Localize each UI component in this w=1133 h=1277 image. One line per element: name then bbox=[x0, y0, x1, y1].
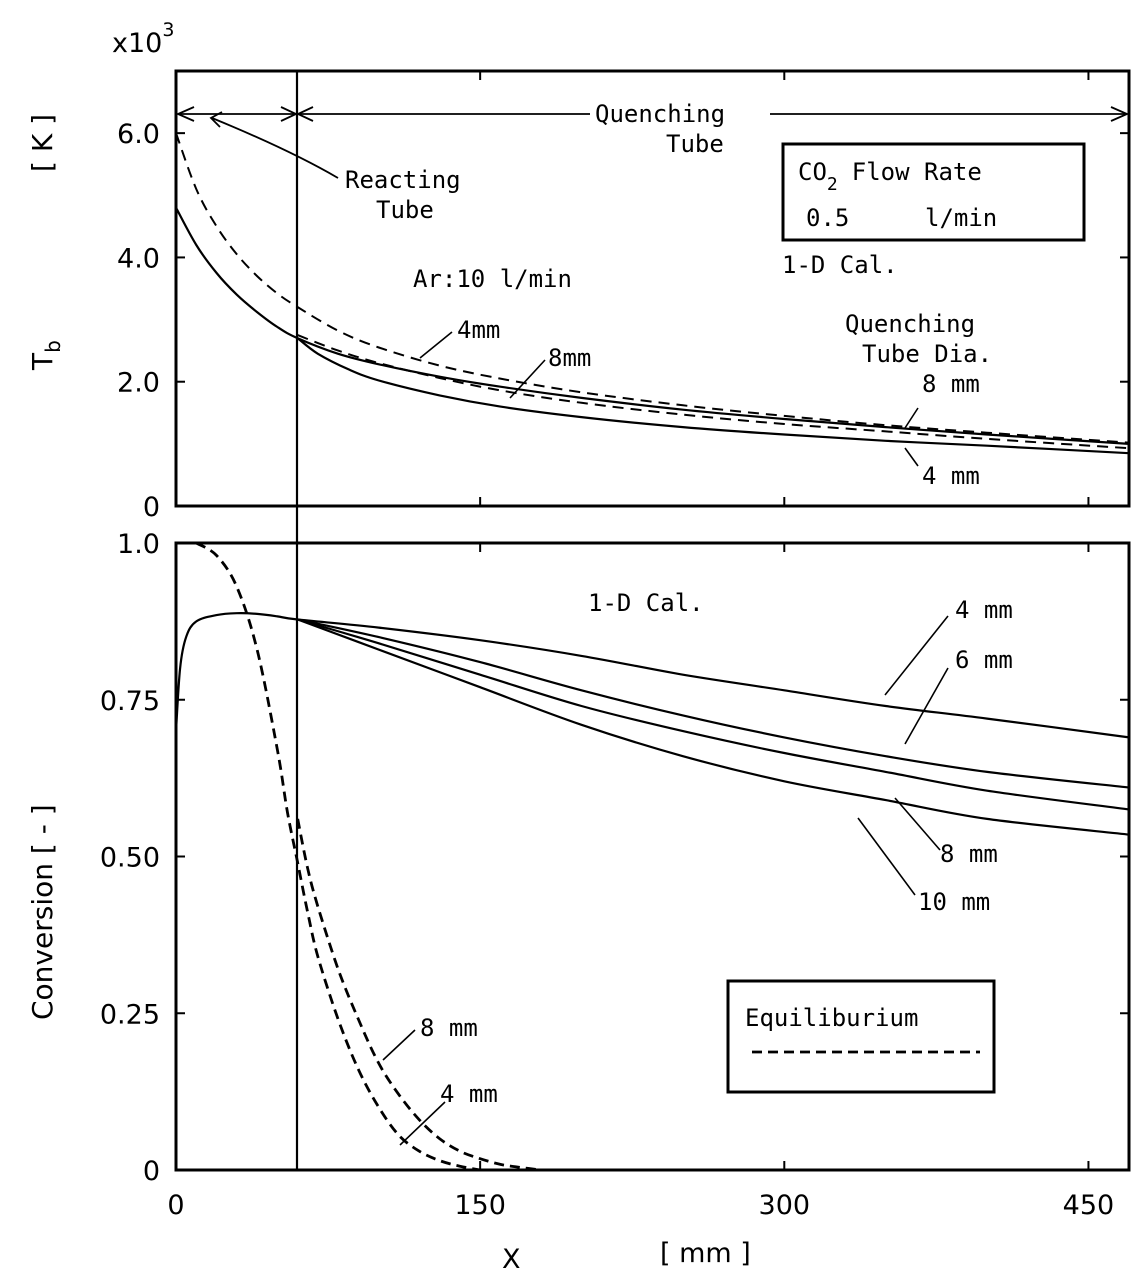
top-series-4mm bbox=[175, 132, 1130, 444]
top-dash-8mm-label: 8mm bbox=[548, 344, 591, 372]
eq-4mm-label: 4 mm bbox=[440, 1080, 498, 1108]
x-axis-unit: [ mm ] bbox=[660, 1238, 751, 1269]
top-ytick-label: 6.0 bbox=[117, 119, 160, 150]
top-cal-label: 1-D Cal. bbox=[782, 251, 898, 279]
bottom-series bbox=[174, 541, 1130, 1172]
bottom-xtick-label: 0 bbox=[167, 1190, 184, 1221]
top-scale-prefix: x103 bbox=[112, 19, 174, 59]
bottom-4mm-label: 4 mm bbox=[955, 596, 1013, 624]
top-series-8mm bbox=[297, 334, 1130, 450]
bottom-series-10-mm bbox=[297, 618, 1130, 836]
top-ticks bbox=[175, 71, 1129, 507]
reacting-label-1: Reacting bbox=[345, 166, 461, 194]
bottom-cal-label: 1-D Cal. bbox=[588, 589, 704, 617]
eq-8mm-label: 8 mm bbox=[420, 1014, 478, 1042]
bottom-ytick-label: 0.75 bbox=[100, 686, 160, 717]
top-ylabel: Tb bbox=[26, 340, 65, 371]
top-series bbox=[175, 132, 1130, 455]
co2-flow-value: 0.5 bbox=[806, 204, 849, 232]
bottom-series-8-mm bbox=[297, 618, 1130, 811]
bottom-xtick-labels: 0 150 300 450 bbox=[167, 1190, 1114, 1221]
bottom-8mm-label: 8 mm bbox=[940, 840, 998, 868]
top-leaders bbox=[419, 331, 919, 467]
bottom-ytick-label: 0.25 bbox=[100, 999, 160, 1030]
reacting-label-2: Tube bbox=[376, 196, 434, 224]
bottom-xtick-label: 450 bbox=[1063, 1190, 1115, 1221]
top-ytick-label: 0 bbox=[143, 492, 160, 523]
bottom-xtick-label: 150 bbox=[454, 1190, 506, 1221]
bottom-ytick-label: 1.0 bbox=[117, 529, 160, 560]
bottom-6mm-label: 6 mm bbox=[955, 646, 1013, 674]
bottom-ytick-label: 0 bbox=[143, 1156, 160, 1187]
tube-dia-label-2: Tube Dia. bbox=[862, 340, 992, 368]
bottom-series-equiliburium-8-mm bbox=[296, 818, 542, 1172]
top-ytick-label: 2.0 bbox=[117, 368, 160, 399]
top-ytick-labels: 0 2.0 4.0 6.0 bbox=[117, 119, 160, 523]
top-yunit: [ K ] bbox=[26, 114, 59, 172]
bottom-series-4-mm bbox=[174, 612, 1130, 739]
top-solid-4mm-label: 4 mm bbox=[922, 462, 980, 490]
top-ar-flow-label: Ar:10 l/min bbox=[413, 265, 572, 293]
reacting-tube-arrow bbox=[209, 111, 339, 179]
tube-span-arrows bbox=[175, 106, 1130, 122]
tube-dia-label-1: Quenching bbox=[845, 310, 975, 338]
co2-flow-box bbox=[781, 142, 1086, 242]
bottom-panel: 0 0.25 0.50 0.75 1.0 0 150 300 450 Conversion [… bbox=[26, 529, 1131, 1275]
quenching-label-2: Tube bbox=[666, 130, 724, 158]
co2-flow-label: CO2 Flow Rate bbox=[798, 158, 982, 195]
bottom-ytick-label: 0.50 bbox=[100, 843, 160, 874]
top-plot-frame bbox=[174, 69, 1131, 508]
bottom-ytick-labels: 0 0.25 0.50 0.75 1.0 bbox=[100, 529, 160, 1187]
x-axis-label: X bbox=[502, 1244, 521, 1275]
bottom-xtick-label: 300 bbox=[759, 1190, 811, 1221]
quenching-label-1: Quenching bbox=[595, 100, 725, 128]
equilibrium-legend-label: Equiliburium bbox=[745, 1004, 918, 1032]
top-solid-8mm-label: 8 mm bbox=[922, 370, 980, 398]
bottom-ylabel: Conversion [ - ] bbox=[26, 804, 59, 1020]
bottom-series-6-mm bbox=[297, 618, 1130, 789]
co2-flow-unit: l/min bbox=[925, 204, 997, 232]
bottom-leaders bbox=[382, 615, 949, 1146]
top-dash-4mm-label: 4mm bbox=[457, 316, 500, 344]
top-series-4-mm bbox=[297, 337, 1130, 455]
top-ytick-label: 4.0 bbox=[117, 243, 160, 274]
top-panel: 0 2.0 4.0 6.0 x103 Tb [ K ] Reacting Tube Q… bbox=[26, 19, 1131, 1170]
bottom-ticks bbox=[175, 542, 1129, 1171]
bottom-10mm-label: 10 mm bbox=[918, 888, 990, 916]
equilibrium-legend-box bbox=[726, 979, 996, 1094]
top-series-8-mm bbox=[175, 207, 1130, 445]
bottom-series-equiliburium-4-mm bbox=[195, 541, 481, 1172]
